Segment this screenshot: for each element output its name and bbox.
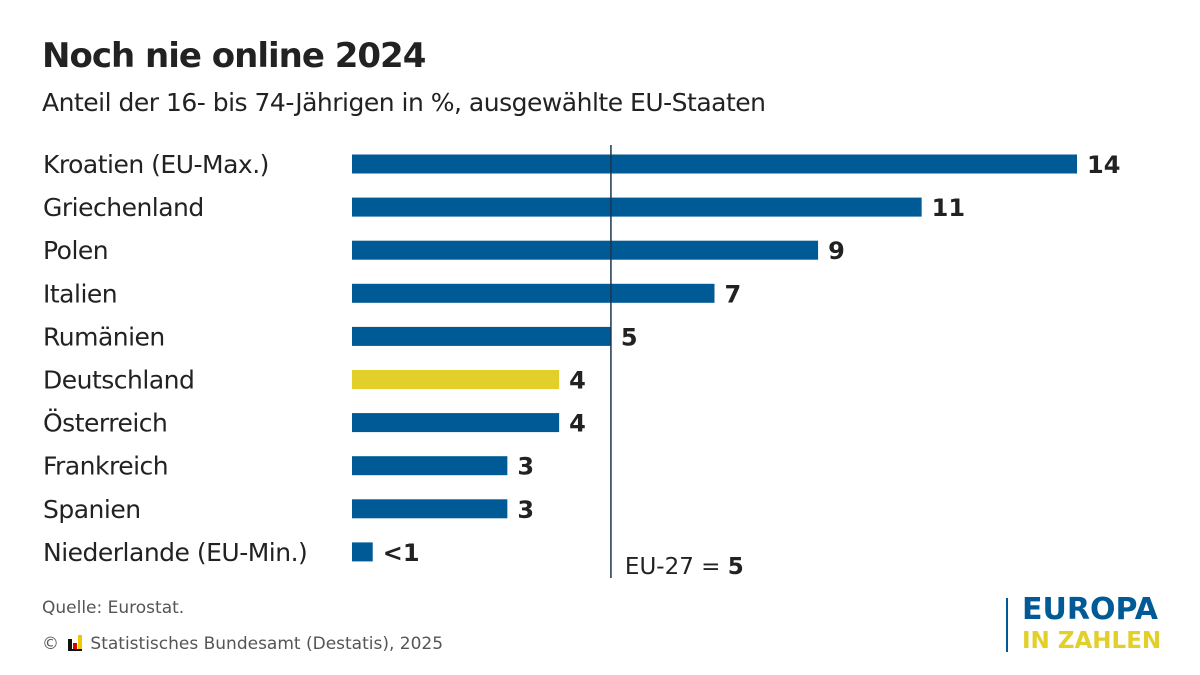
category-label: Deutschland xyxy=(43,366,194,395)
reference-label: EU-27 = 5 xyxy=(625,554,744,580)
source-note: Quelle: Eurostat. xyxy=(42,598,185,618)
publisher: Statistisches Bundesamt (Destatis), 2025 xyxy=(90,634,444,654)
data-label: 3 xyxy=(517,453,534,481)
logo-in-zahlen: IN ZAHLEN xyxy=(1022,628,1162,654)
data-label: 9 xyxy=(828,237,845,265)
data-label: 7 xyxy=(725,280,742,308)
destatis-logo-icon xyxy=(68,635,83,651)
category-label: Griechenland xyxy=(43,193,204,222)
bar xyxy=(352,283,715,303)
data-label: 4 xyxy=(569,367,586,395)
bar xyxy=(352,499,508,519)
category-label: Frankreich xyxy=(43,452,168,481)
category-label: Rumänien xyxy=(43,322,165,351)
category-label: Österreich xyxy=(43,409,167,438)
data-label: 14 xyxy=(1087,151,1120,179)
reference-label-value: 5 xyxy=(728,554,744,580)
bar xyxy=(352,370,560,389)
reference-label-prefix: EU-27 = xyxy=(625,554,728,580)
category-label: Italien xyxy=(43,279,117,308)
category-label: Spanien xyxy=(43,495,141,524)
data-label: 11 xyxy=(932,194,965,222)
chart-title: Noch nie online 2024 xyxy=(42,36,426,76)
chart-subtitle: Anteil der 16- bis 74-Jährigen in %, aus… xyxy=(42,88,766,117)
bar xyxy=(352,542,373,562)
category-label: Polen xyxy=(43,236,108,265)
bar xyxy=(352,154,1077,174)
bar xyxy=(352,413,560,433)
logo-europa: EUROPA xyxy=(1022,592,1158,627)
copyright-symbol: © xyxy=(42,634,65,654)
data-label: 5 xyxy=(621,323,638,351)
data-label: 3 xyxy=(517,496,534,524)
bar xyxy=(352,326,611,346)
category-label: Niederlande (EU-Min.) xyxy=(43,538,307,567)
bar xyxy=(352,456,508,476)
logo-divider xyxy=(1006,598,1008,652)
bar xyxy=(352,240,819,260)
copyright-note: © Statistisches Bundesamt (Destatis), 20… xyxy=(42,634,443,654)
data-label: <1 xyxy=(383,539,420,567)
category-label: Kroatien (EU-Max.) xyxy=(43,150,269,179)
data-label: 4 xyxy=(569,410,586,438)
bar xyxy=(352,197,922,217)
